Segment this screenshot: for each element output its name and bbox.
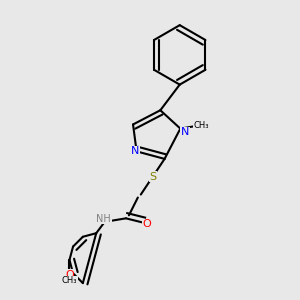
Text: CH₃: CH₃	[194, 121, 209, 130]
Text: O: O	[142, 219, 151, 229]
Text: NH: NH	[96, 214, 111, 224]
Text: N: N	[181, 127, 189, 137]
Text: N: N	[131, 146, 139, 156]
Text: CH₃: CH₃	[62, 276, 77, 285]
Text: O: O	[65, 270, 74, 280]
Text: S: S	[149, 172, 156, 182]
